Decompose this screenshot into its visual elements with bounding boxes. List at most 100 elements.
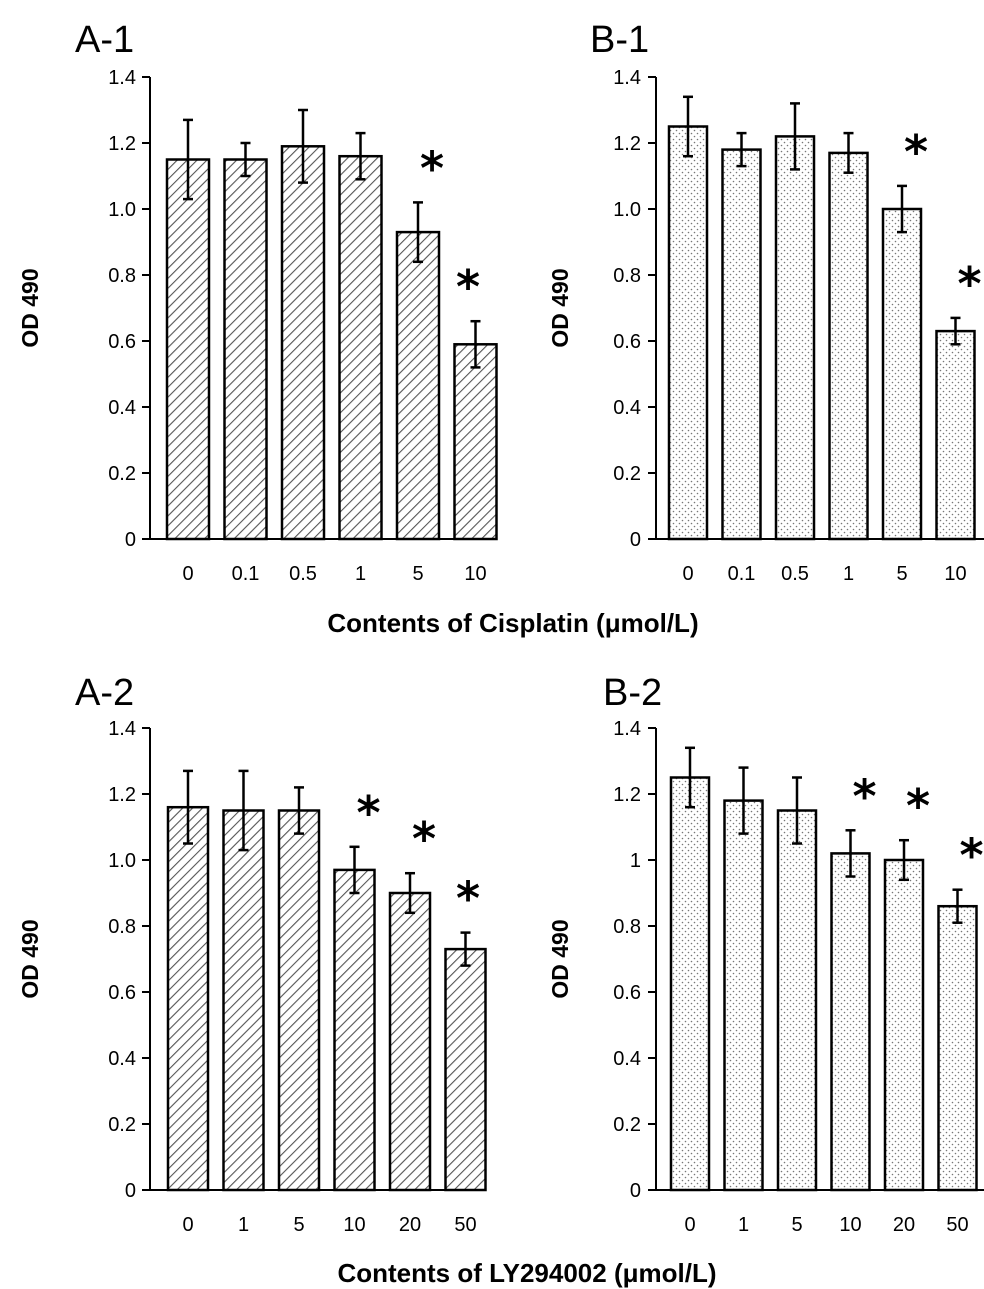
significance-marker: * (957, 257, 981, 311)
x-tick-label: 20 (399, 1214, 421, 1236)
x-tick-label: 10 (343, 1214, 365, 1236)
bar (723, 799, 764, 1192)
y-tick-label: 1.4 (613, 718, 641, 740)
chart-panel-a-2: A-2 OD 490 0 0.2 0.4 0.6 0.8 1.0 1.2 1.4 0 1 5 * 10 * 20… (17, 672, 487, 1236)
y-tick-label: 0.4 (613, 1048, 641, 1070)
y-tick-label: 1.2 (613, 133, 641, 155)
y-tick-label: 0.8 (613, 916, 641, 938)
x-tick-label: 0.5 (289, 563, 317, 585)
panel-title: B-2 (603, 672, 662, 714)
y-axis-label: OD 490 (17, 919, 43, 998)
bar (774, 135, 816, 541)
y-tick-label: 1.0 (108, 199, 136, 221)
x-tick-label: 1 (843, 563, 854, 585)
y-tick-label: 1.0 (613, 199, 641, 221)
bar (883, 858, 925, 1192)
y-tick-label: 0 (630, 529, 641, 551)
bar (333, 868, 376, 1192)
x-tick-label: 5 (293, 1214, 304, 1236)
x-tick-label: 1 (738, 1214, 749, 1236)
y-tick-label: 0.2 (613, 463, 641, 485)
bar (667, 125, 709, 541)
y-tick-label: 0.4 (108, 397, 136, 419)
bar (222, 809, 265, 1192)
bar (935, 329, 976, 541)
y-tick-label: 0.2 (613, 1114, 641, 1136)
bar (828, 151, 869, 541)
x-tick-label: 0 (182, 563, 193, 585)
panel-title: A-2 (75, 672, 134, 714)
y-tick-label: 1.4 (613, 67, 641, 89)
bar (388, 891, 432, 1192)
x-tick-label: 0 (682, 563, 693, 585)
bar (721, 148, 762, 541)
x-tick-label: 1 (238, 1214, 249, 1236)
y-tick-label: 0.8 (108, 265, 136, 287)
x-tick-label: 20 (893, 1214, 915, 1236)
bar (830, 852, 871, 1192)
bar (165, 158, 211, 541)
x-tick-label: 0 (182, 1214, 193, 1236)
x-axis-label-cisplatin: Contents of Cisplatin (μmol/L) (327, 608, 698, 638)
x-tick-label: 50 (454, 1214, 476, 1236)
y-tick-label: 0.2 (108, 1114, 136, 1136)
y-tick-label: 0.6 (613, 982, 641, 1004)
bar (280, 145, 326, 541)
significance-marker: * (456, 260, 480, 314)
significance-marker: * (356, 786, 380, 840)
y-tick-label: 1.2 (108, 784, 136, 806)
y-tick-label: 0.6 (108, 331, 136, 353)
y-tick-label: 1.2 (108, 133, 136, 155)
y-tick-label: 0.4 (613, 397, 641, 419)
y-tick-label: 1.2 (613, 784, 641, 806)
x-tick-label: 0.1 (232, 563, 260, 585)
bar (937, 904, 978, 1192)
bar (881, 207, 923, 541)
y-tick-label: 0.8 (613, 265, 641, 287)
y-tick-label: 0.4 (108, 1048, 136, 1070)
y-axis-label: OD 490 (17, 268, 43, 347)
bar (395, 230, 441, 541)
y-tick-label: 1.0 (108, 850, 136, 872)
x-tick-label: 5 (412, 563, 423, 585)
significance-marker: * (412, 812, 436, 866)
y-tick-label: 0 (125, 1180, 136, 1202)
x-tick-label: 5 (896, 563, 907, 585)
x-tick-label: 0.1 (728, 563, 756, 585)
x-tick-label: 1 (355, 563, 366, 585)
bar (776, 809, 818, 1192)
bar (338, 154, 383, 541)
panel-title: A-1 (75, 19, 134, 61)
significance-marker: * (906, 779, 930, 833)
bar (277, 809, 321, 1192)
x-tick-label: 10 (944, 563, 966, 585)
panel-title: B-1 (590, 19, 649, 61)
significance-marker: * (456, 872, 480, 926)
chart-panel-b-2: B-2 OD 490 0 0.2 0.4 0.6 0.8 1 1.2 1.4 0 1 5 * 10 * 20 * 5… (547, 672, 984, 1236)
y-tick-label: 1.4 (108, 718, 136, 740)
x-tick-label: 0 (684, 1214, 695, 1236)
chart-panel-b-1: B-1 OD 490 0 0.2 0.4 0.6 0.8 1.0 1.2 1.4 0 0.1 0.5 1 *… (547, 19, 984, 585)
x-tick-label: 0.5 (781, 563, 809, 585)
significance-marker: * (959, 829, 983, 883)
bar (444, 947, 487, 1192)
bar (453, 343, 498, 541)
x-tick-label: 10 (839, 1214, 861, 1236)
y-axis-label: OD 490 (547, 268, 573, 347)
bar (669, 776, 711, 1192)
x-tick-label: 5 (791, 1214, 802, 1236)
y-tick-label: 0.6 (613, 331, 641, 353)
x-axis-label-ly294002: Contents of LY294002 (μmol/L) (337, 1258, 716, 1288)
y-tick-label: 0 (630, 1180, 641, 1202)
bar (166, 805, 210, 1192)
significance-marker: * (420, 141, 444, 195)
y-axis-label: OD 490 (547, 919, 573, 998)
y-tick-label: 0.2 (108, 463, 136, 485)
y-tick-label: 0.6 (108, 982, 136, 1004)
x-tick-label: 10 (464, 563, 486, 585)
x-tick-label: 50 (946, 1214, 968, 1236)
bar (223, 158, 268, 541)
y-tick-label: 0.8 (108, 916, 136, 938)
significance-marker: * (852, 769, 876, 823)
